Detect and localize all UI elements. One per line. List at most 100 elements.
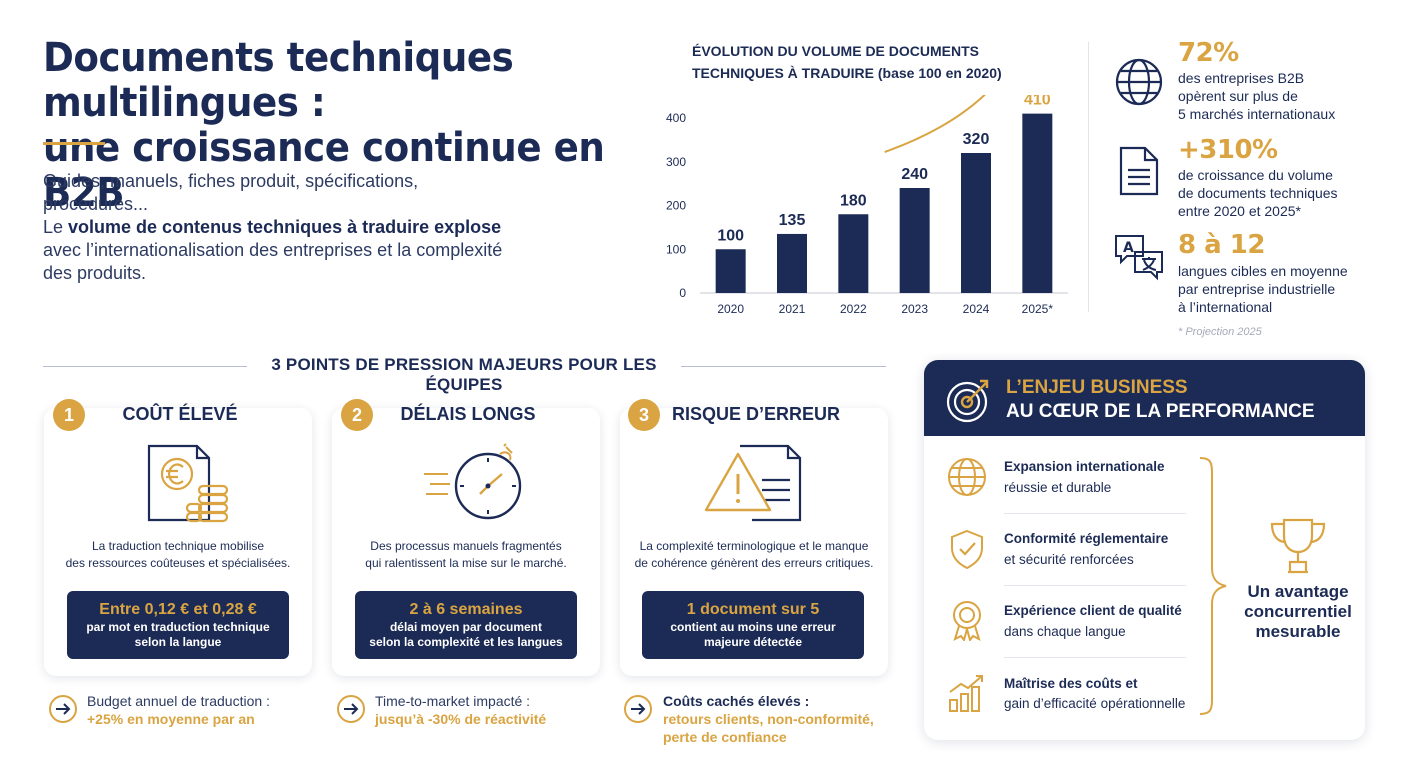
card-key-figure: Entre 0,12 € et 0,28 € par mot en traduc…: [67, 591, 289, 659]
page-title: Documents techniques multilingues : une …: [43, 36, 638, 216]
benefit-text: dans chaque langue: [1004, 624, 1126, 639]
key-figure-value: Entre 0,12 € et 0,28 €: [99, 601, 257, 618]
card-description-line: qui ralentissent la mise sur le marché.: [365, 556, 567, 570]
trophy-icon: [1270, 518, 1326, 574]
benefit-text: et sécurité renforcées: [1004, 552, 1134, 567]
projection-footnote: * Projection 2025: [1178, 326, 1262, 338]
intro-line-1: Guides, manuels, fiches produit, spécifi…: [43, 171, 419, 214]
intro-line-3: avec l’internationalisation des entrepri…: [43, 240, 503, 260]
section-rule-right: [681, 366, 886, 367]
invoice-euro-coins-icon: [147, 444, 229, 523]
title-line-2: une croissance continue en B2B: [43, 125, 605, 216]
footnote-label: Coûts cachés élevés :: [663, 693, 810, 709]
chart-bar: [961, 153, 991, 293]
bar-value-label: 180: [840, 192, 867, 209]
x-tick-label: 2021: [779, 302, 806, 316]
title-divider: [43, 142, 105, 145]
stat-line: des entreprises B2B: [1178, 70, 1305, 86]
stat-line: opèrent sur plus de: [1178, 88, 1298, 104]
card-footnote: Coûts cachés élevés : retours clients, n…: [663, 692, 903, 746]
footnote-label: Budget annuel de traduction :: [87, 693, 270, 709]
bar-value-label: 135: [779, 212, 806, 229]
business-conclusion: Un avantage concurrentiel mesurable: [1238, 582, 1358, 642]
arrow-right-circle-icon: [624, 695, 652, 723]
x-tick-label: 2025*: [1022, 302, 1054, 316]
chart-bar: [838, 214, 869, 293]
arrow-right-circle-icon: [337, 695, 365, 723]
benefit-title: Conformité réglementaire: [1004, 531, 1169, 546]
card-number-badge: 2: [341, 399, 373, 431]
key-figure-caption: contient au moins une erreur: [670, 620, 836, 634]
intro-prefix: Le: [43, 217, 69, 237]
stat-description: de croissance du volume de documents tec…: [1178, 166, 1378, 220]
bar-value-label: 320: [963, 131, 990, 148]
key-figure-caption: majeure détectée: [703, 635, 803, 649]
award-ribbon-icon: [953, 601, 981, 641]
stat-line: entre 2020 et 2025*: [1178, 203, 1301, 219]
card-description-line: La traduction technique mobilise: [91, 539, 265, 553]
card-key-figure: 2 à 6 semaines délai moyen par document …: [355, 591, 577, 659]
key-figure-caption: selon la langue: [134, 635, 222, 649]
benefit-text: réussie et durable: [1004, 480, 1112, 495]
stat-description: langues cibles en moyenne par entreprise…: [1178, 262, 1378, 316]
footnote-label: Time-to-market impacté :: [375, 693, 531, 709]
card-title: DÉLAIS LONGS: [400, 404, 536, 424]
intro-paragraph: Guides, manuels, fiches produit, spécifi…: [43, 170, 503, 285]
key-figure-value: 1 document sur 5: [686, 601, 820, 618]
card-description: La traduction technique mobilise des res…: [44, 538, 312, 572]
x-tick-label: 2023: [901, 302, 928, 316]
growth-chart-icon: [949, 675, 983, 712]
conclusion-line: mesurable: [1255, 622, 1341, 641]
business-title-line-2: AU CŒUR DE LA PERFORMANCE: [1006, 401, 1315, 422]
intro-line-2: Le volume de contenus techniques à tradu…: [43, 216, 503, 239]
stat-value: +310%: [1178, 135, 1278, 165]
chart-title: ÉVOLUTION DU VOLUME DE DOCUMENTS TECHNIQ…: [692, 40, 1012, 84]
globe-icon: [1115, 58, 1163, 106]
volume-bar-chart: 0 100 200 300 400 100 2020 135 2021 180 2022 240 202…: [666, 95, 1068, 316]
title-line-1: Documents techniques multilingues :: [43, 35, 514, 126]
svg-text:A: A: [1123, 240, 1134, 256]
bar-value-label: 100: [717, 227, 744, 244]
card-description-line: des ressources coûteuses et spécialisées…: [65, 556, 291, 570]
stat-value: 8 à 12: [1178, 230, 1265, 260]
translate-bubble-icon: A: [1115, 235, 1163, 281]
key-figure-caption: délai moyen par document: [389, 620, 543, 634]
y-tick-label: 100: [666, 242, 686, 256]
warning-document-icon: [704, 444, 802, 522]
stat-line: de croissance du volume: [1178, 167, 1333, 183]
y-tick-label: 200: [666, 199, 686, 213]
conclusion-line: concurrentiel: [1244, 602, 1352, 621]
footnote-highlight: retours clients, non-conformité,: [663, 711, 874, 727]
card-description-line: La complexité terminologique et le manqu…: [639, 539, 869, 553]
card-key-figure: 1 document sur 5 contient au moins une e…: [642, 591, 864, 659]
section-rule-left: [43, 366, 247, 367]
stat-value: 72%: [1178, 38, 1239, 68]
shield-check-icon: [951, 529, 983, 570]
x-tick-label: 2020: [717, 302, 744, 316]
y-tick-label: 300: [666, 155, 686, 169]
document-icon: [1119, 146, 1159, 196]
card-footnote: Budget annuel de traduction : +25% en mo…: [87, 692, 327, 728]
business-panel-header: [924, 360, 1365, 436]
footnote-highlight: +25% en moyenne par an: [87, 711, 255, 727]
card-description-line: Des processus manuels fragmentés: [370, 539, 562, 553]
stat-line: par entreprise industrielle: [1178, 281, 1336, 297]
benefit-title: Maîtrise des coûts et: [1004, 676, 1138, 691]
stat-description: des entreprises B2B opèrent sur plus de …: [1178, 69, 1378, 123]
benefit-title: Expansion internationale: [1004, 459, 1165, 474]
conclusion-line: Un avantage: [1247, 582, 1349, 601]
globe-icon: [948, 458, 986, 496]
footnote-highlight: perte de confiance: [663, 729, 787, 745]
stat-line: langues cibles en moyenne: [1178, 263, 1348, 279]
card-footnote: Time-to-market impacté : jusqu’à -30% de…: [375, 692, 615, 728]
benefit-title: Expérience client de qualité: [1004, 603, 1182, 618]
business-title-line-1: L’ENJEU BUSINESS: [1006, 377, 1188, 398]
card-description-line: de cohérence génèrent des erreurs critiq…: [634, 556, 874, 570]
card-title: RISQUE D’ERREUR: [671, 404, 841, 424]
x-tick-label: 2024: [963, 302, 990, 316]
x-tick-label: 2022: [840, 302, 867, 316]
section-title: 3 POINTS DE PRESSION MAJEURS POUR LES ÉQ…: [271, 355, 657, 394]
card-number-badge: 3: [628, 399, 660, 431]
intro-line-4: des produits.: [43, 263, 147, 283]
stats-divider: [1088, 42, 1089, 312]
